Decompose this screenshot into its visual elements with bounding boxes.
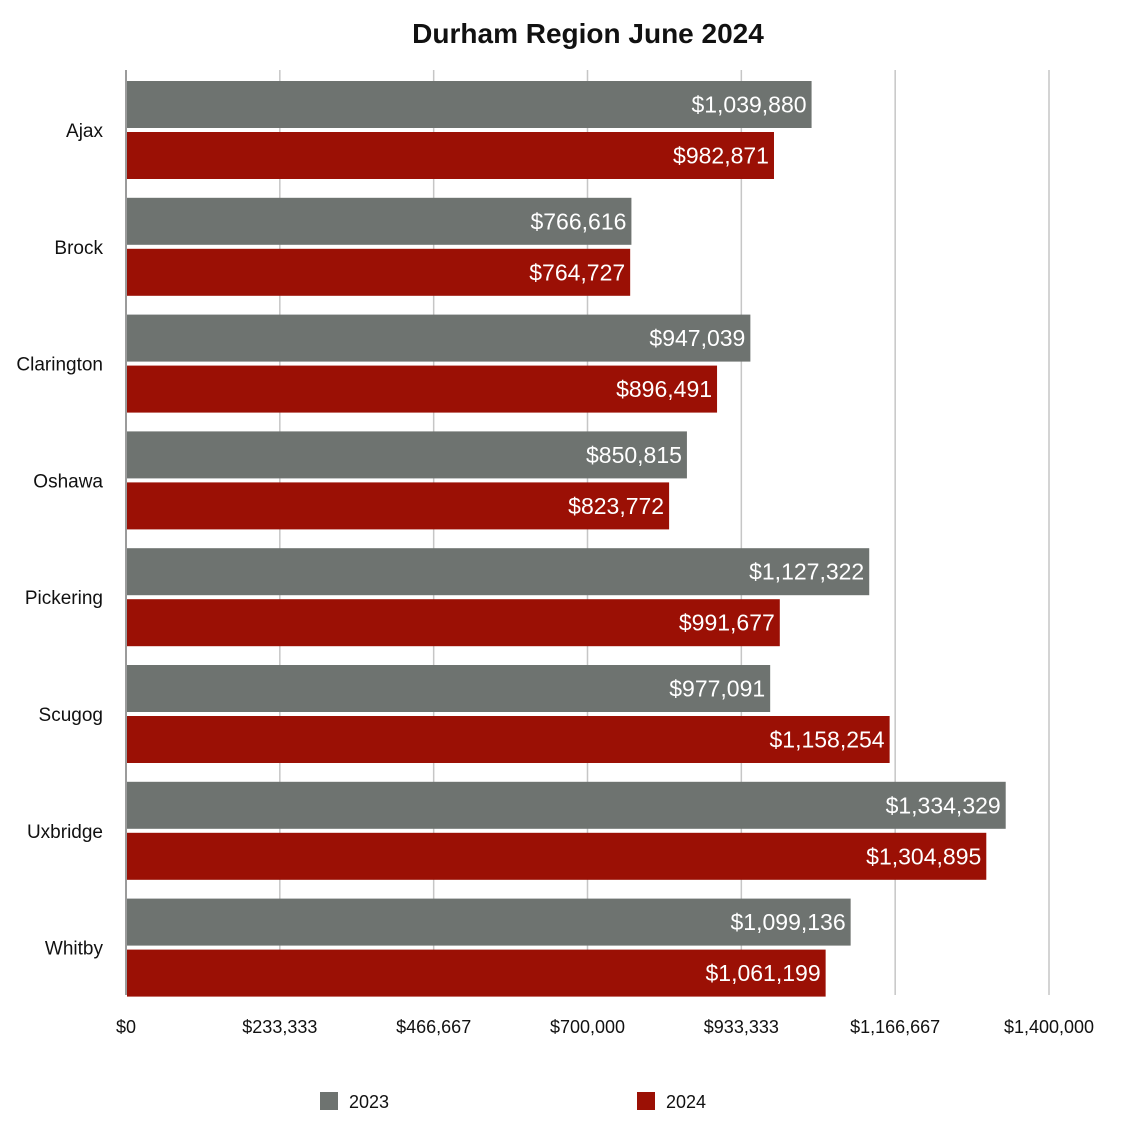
category-label: Clarington xyxy=(16,355,103,376)
data-label: $850,815 xyxy=(586,442,682,468)
data-label: $982,871 xyxy=(673,143,769,169)
x-tick-label: $933,333 xyxy=(704,1017,779,1037)
data-label: $823,772 xyxy=(568,493,664,519)
x-axis-ticks: $0 $233,333 $466,667 $700,000 $933,333 $1,166… xyxy=(116,1017,1094,1037)
category-label: Brock xyxy=(54,238,103,259)
data-label: $1,304,895 xyxy=(866,843,981,869)
bar-2024 xyxy=(127,949,826,997)
legend-swatch-2023 xyxy=(320,1092,338,1110)
chart-title: Durham Region June 2024 xyxy=(412,18,764,49)
bar-2023 xyxy=(127,898,851,946)
category-label: Oshawa xyxy=(33,471,103,492)
data-label: $1,099,136 xyxy=(731,909,846,935)
bar-2023 xyxy=(127,81,812,128)
category-labels: Ajax Brock Clarington Oshawa Pickering Scugog… xyxy=(16,121,103,960)
bar-2024 xyxy=(127,482,670,530)
data-label: $1,127,322 xyxy=(749,559,864,585)
bar-2024 xyxy=(127,132,774,179)
bar-2024 xyxy=(127,716,890,763)
x-tick-label: $0 xyxy=(116,1017,136,1037)
data-label: $764,727 xyxy=(529,259,625,285)
bar-2023 xyxy=(127,781,1006,829)
data-label: $766,616 xyxy=(530,208,626,234)
legend: 2023 2024 xyxy=(320,1092,706,1112)
category-label: Scugog xyxy=(39,705,103,726)
data-label: $1,039,880 xyxy=(691,92,806,118)
bar-2024 xyxy=(127,832,987,880)
bar-2023 xyxy=(127,665,771,712)
data-label: $896,491 xyxy=(616,376,712,402)
legend-label: 2023 xyxy=(349,1092,389,1112)
category-label: Whitby xyxy=(45,939,104,960)
bar-2024 xyxy=(127,599,780,647)
category-label: Ajax xyxy=(66,121,103,142)
x-tick-label: $700,000 xyxy=(550,1017,625,1037)
category-label: Uxbridge xyxy=(27,822,103,843)
data-label: $1,334,329 xyxy=(886,792,1001,818)
bar-2024 xyxy=(127,365,718,413)
legend-label: 2024 xyxy=(666,1092,706,1112)
x-tick-label: $1,166,667 xyxy=(850,1017,940,1037)
data-label: $991,677 xyxy=(679,610,775,636)
category-label: Pickering xyxy=(25,588,103,609)
data-label: $947,039 xyxy=(649,325,745,351)
x-tick-label: $466,667 xyxy=(396,1017,471,1037)
data-label: $977,091 xyxy=(669,676,765,702)
bar-2023 xyxy=(127,548,870,596)
bar-2023 xyxy=(127,197,632,245)
legend-swatch-2024 xyxy=(637,1092,655,1110)
bar-2023 xyxy=(127,431,687,479)
x-tick-label: $1,400,000 xyxy=(1004,1017,1094,1037)
bar-2023 xyxy=(127,314,751,362)
data-label: $1,158,254 xyxy=(769,727,884,753)
data-label: $1,061,199 xyxy=(706,960,821,986)
bar-2024 xyxy=(127,248,631,296)
x-tick-label: $233,333 xyxy=(242,1017,317,1037)
bars: $1,039,880 $982,871 $766,616 $764,727 $947,0… xyxy=(127,81,1006,997)
